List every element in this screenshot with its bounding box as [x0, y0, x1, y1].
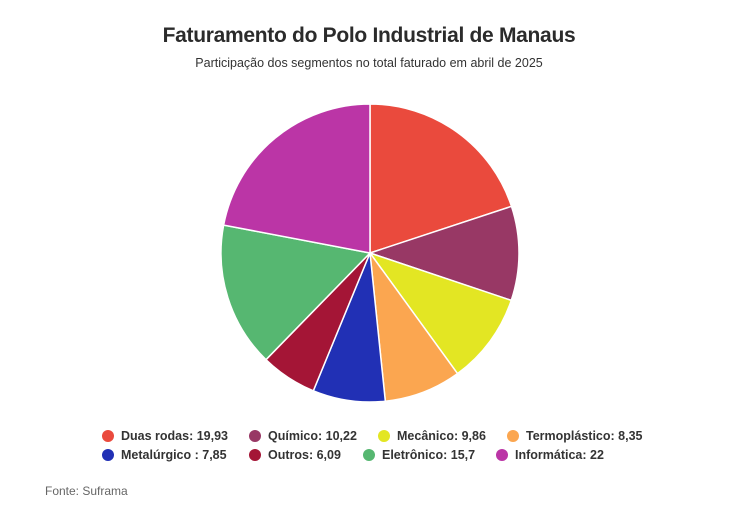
chart-title: Faturamento do Polo Industrial de Manaus [162, 24, 576, 47]
chart-subtitle: Participação dos segmentos no total fatu… [195, 56, 543, 70]
legend-marker [249, 449, 261, 461]
legend-marker [496, 449, 508, 461]
legend-marker [249, 430, 261, 442]
legend-marker [507, 430, 519, 442]
legend-marker [102, 449, 114, 461]
pie-slice-informatica[interactable] [222, 103, 371, 254]
pie-chart [220, 103, 520, 403]
legend-marker [363, 449, 375, 461]
legend-label: Outros: 6,09 [268, 448, 341, 462]
legend-label: Termoplástico: 8,35 [526, 429, 643, 443]
legend-label: Eletrônico: 15,7 [382, 448, 476, 462]
legend-label: Duas rodas: 19,93 [121, 429, 228, 443]
legend-label: Metalúrgico : 7,85 [121, 448, 227, 462]
legend-marker [378, 430, 390, 442]
pie-slice-mecanico[interactable] [368, 251, 513, 375]
legend-marker [102, 430, 114, 442]
pie-slice-eletronico[interactable] [220, 224, 372, 361]
pie-slice-quimico[interactable] [367, 205, 520, 302]
chart-source: Fonte: Suframa [45, 484, 128, 498]
legend-label: Mecânico: 9,86 [397, 429, 486, 443]
pie-slice-duas-rodas[interactable] [369, 103, 513, 255]
legend-item[interactable]: Outros: 6,09 [249, 448, 341, 462]
legend-item[interactable]: Químico: 10,22 [249, 429, 357, 443]
legend-item[interactable]: Mecânico: 9,86 [378, 429, 486, 443]
legend-item[interactable]: Eletrônico: 15,7 [363, 448, 475, 462]
legend-label: Informática: 22 [515, 448, 604, 462]
legend-label: Químico: 10,22 [268, 429, 357, 443]
legend-item[interactable]: Informática: 22 [496, 448, 604, 462]
legend-item[interactable]: Termoplástico: 8,35 [507, 429, 642, 443]
legend-item[interactable]: Duas rodas: 19,93 [102, 429, 228, 443]
legend-item[interactable]: Metalúrgico : 7,85 [102, 448, 227, 462]
